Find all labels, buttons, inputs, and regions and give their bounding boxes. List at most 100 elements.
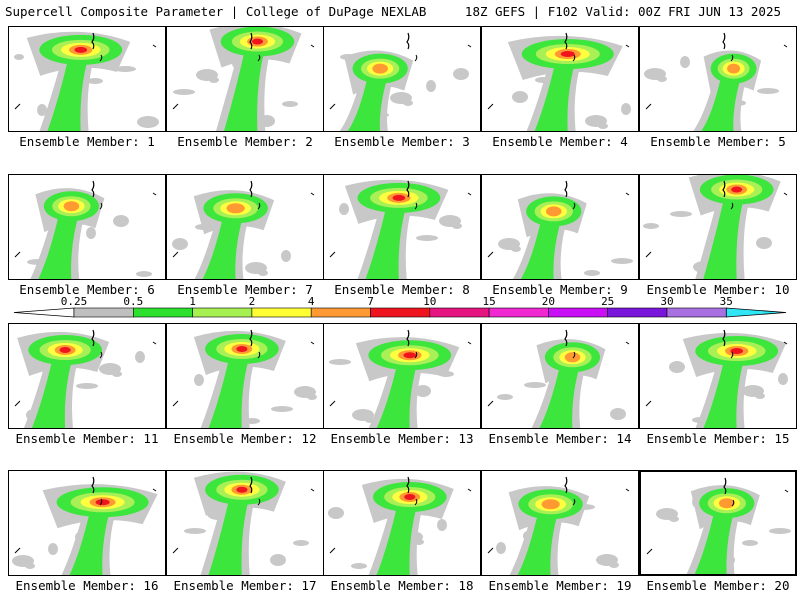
ensemble-member-panel[interactable]: Ensemble Member: 9 — [481, 174, 639, 302]
scp-map-svg — [487, 180, 633, 279]
ensemble-member-label: Ensemble Member: 8 — [334, 282, 470, 297]
scp-map — [639, 174, 797, 280]
colorbar-tick-label: 7 — [367, 295, 374, 308]
coastline-mark — [257, 202, 261, 210]
scp-speckle — [524, 382, 546, 388]
scp-map-svg — [14, 31, 159, 131]
scp-speckle — [114, 66, 136, 72]
ensemble-member-panel[interactable]: Ensemble Member: 5 — [639, 26, 797, 154]
ensemble-member-panel[interactable]: Ensemble Member: 8 — [323, 174, 481, 302]
ensemble-member-panel[interactable]: Ensemble Member: 12 — [166, 323, 324, 451]
coastline-mark — [257, 54, 261, 62]
coastline-mark — [329, 547, 336, 554]
coastline-mark — [91, 32, 95, 50]
scp-map-svg — [487, 329, 630, 428]
scp-map — [323, 470, 481, 576]
scp-contour-orange — [719, 498, 735, 509]
ensemble-member-panel[interactable]: Ensemble Member: 7 — [166, 174, 324, 302]
scp-speckle — [339, 203, 349, 215]
scp-speckle — [136, 271, 152, 277]
scp-speckle — [426, 80, 436, 92]
scp-tongue-green — [38, 212, 80, 279]
ensemble-member-panel[interactable]: Ensemble Member: 13 — [323, 323, 481, 451]
colorbar-tick-label: 30 — [660, 295, 673, 308]
scp-map — [166, 174, 324, 280]
ensemble-member-panel[interactable]: Ensemble Member: 1 — [8, 26, 166, 154]
scp-speckle — [680, 56, 690, 68]
scp-tongue-green — [703, 357, 745, 428]
scp-speckle — [742, 385, 764, 397]
scp-speckle — [496, 542, 506, 554]
coastline-mark — [249, 476, 253, 494]
scp-speckle — [293, 540, 309, 546]
scp-speckle — [512, 91, 528, 103]
coastline-mark — [99, 351, 103, 359]
scp-speckle — [584, 270, 600, 276]
coastline-mark — [722, 32, 726, 50]
coastline-mark — [406, 329, 410, 347]
scp-tongue-green — [701, 74, 742, 131]
ensemble-member-label: Ensemble Member: 20 — [646, 578, 790, 593]
scp-map — [481, 174, 639, 280]
scp-tongue-green — [208, 495, 250, 575]
coastline-mark — [414, 54, 418, 62]
ensemble-member-panel[interactable]: Ensemble Member: 18 — [323, 470, 481, 598]
ensemble-member-label: Ensemble Member: 12 — [173, 431, 317, 446]
coastline-mark — [152, 488, 157, 492]
coastline-mark — [467, 192, 472, 196]
ensemble-member-label: Ensemble Member: 4 — [492, 134, 628, 149]
colorbar-tick-label: 0.5 — [123, 295, 143, 308]
ensemble-member-panel[interactable]: Ensemble Member: 20 — [639, 470, 797, 598]
ensemble-member-label: Ensemble Member: 7 — [177, 282, 313, 297]
ensemble-member-panel[interactable]: Ensemble Member: 16 — [8, 470, 166, 598]
scp-map — [166, 26, 324, 132]
coastline-mark — [730, 351, 734, 359]
ensemble-member-panel[interactable]: Ensemble Member: 6 — [8, 174, 166, 302]
scp-speckle — [135, 351, 145, 363]
coastline-mark — [730, 54, 734, 62]
scp-speckle — [86, 227, 96, 239]
scp-speckle — [453, 68, 469, 80]
ensemble-member-panel[interactable]: Ensemble Member: 2 — [166, 26, 324, 154]
ensemble-member-panel[interactable]: Ensemble Member: 3 — [323, 26, 481, 154]
scp-speckle — [37, 104, 47, 116]
scp-tongue-green — [376, 361, 418, 428]
scp-map-svg — [14, 329, 157, 428]
coastline-mark — [257, 351, 261, 359]
ensemble-member-panel[interactable]: Ensemble Member: 4 — [481, 26, 639, 154]
coastline-mark — [731, 499, 735, 507]
scp-speckle — [644, 68, 666, 80]
coastline-mark — [783, 341, 788, 345]
scp-contour-red — [74, 46, 88, 53]
scp-map — [8, 26, 166, 132]
scp-speckle — [271, 406, 293, 412]
scp-map-svg — [328, 476, 472, 575]
scp-tongue-green — [31, 356, 74, 428]
scp-speckle — [12, 555, 34, 567]
scp-speckle — [281, 250, 291, 262]
scp-speckle — [294, 386, 316, 398]
ensemble-member-panel[interactable]: Ensemble Member: 14 — [481, 323, 639, 451]
scp-map-svg — [172, 471, 315, 575]
ensemble-member-panel[interactable]: Ensemble Member: 15 — [639, 323, 797, 451]
coastline-mark — [564, 476, 568, 494]
ensemble-member-panel[interactable]: Ensemble Member: 10 — [639, 174, 797, 302]
scp-speckle — [173, 89, 195, 95]
scp-tongue-green — [376, 503, 418, 575]
scp-contour-red — [236, 486, 248, 493]
coastline-mark — [564, 180, 568, 198]
scp-speckle — [329, 359, 351, 365]
scp-map — [8, 470, 166, 576]
ensemble-member-panel[interactable]: Ensemble Member: 19 — [481, 470, 639, 598]
coastline-mark — [722, 180, 726, 198]
coastline-mark — [564, 329, 568, 347]
scp-map — [166, 470, 324, 576]
colorbar-segment — [192, 307, 253, 318]
colorbar-segment — [251, 307, 312, 318]
run-valid-time: 18Z GEFS | F102 Valid: 00Z FRI JUN 13 20… — [464, 4, 781, 19]
ensemble-member-panel[interactable]: Ensemble Member: 11 — [8, 323, 166, 451]
colorbar-tick-label: 4 — [308, 295, 315, 308]
colorbar-tick-label: 25 — [601, 295, 614, 308]
coastline-mark — [249, 32, 253, 50]
ensemble-member-panel[interactable]: Ensemble Member: 17 — [166, 470, 324, 598]
